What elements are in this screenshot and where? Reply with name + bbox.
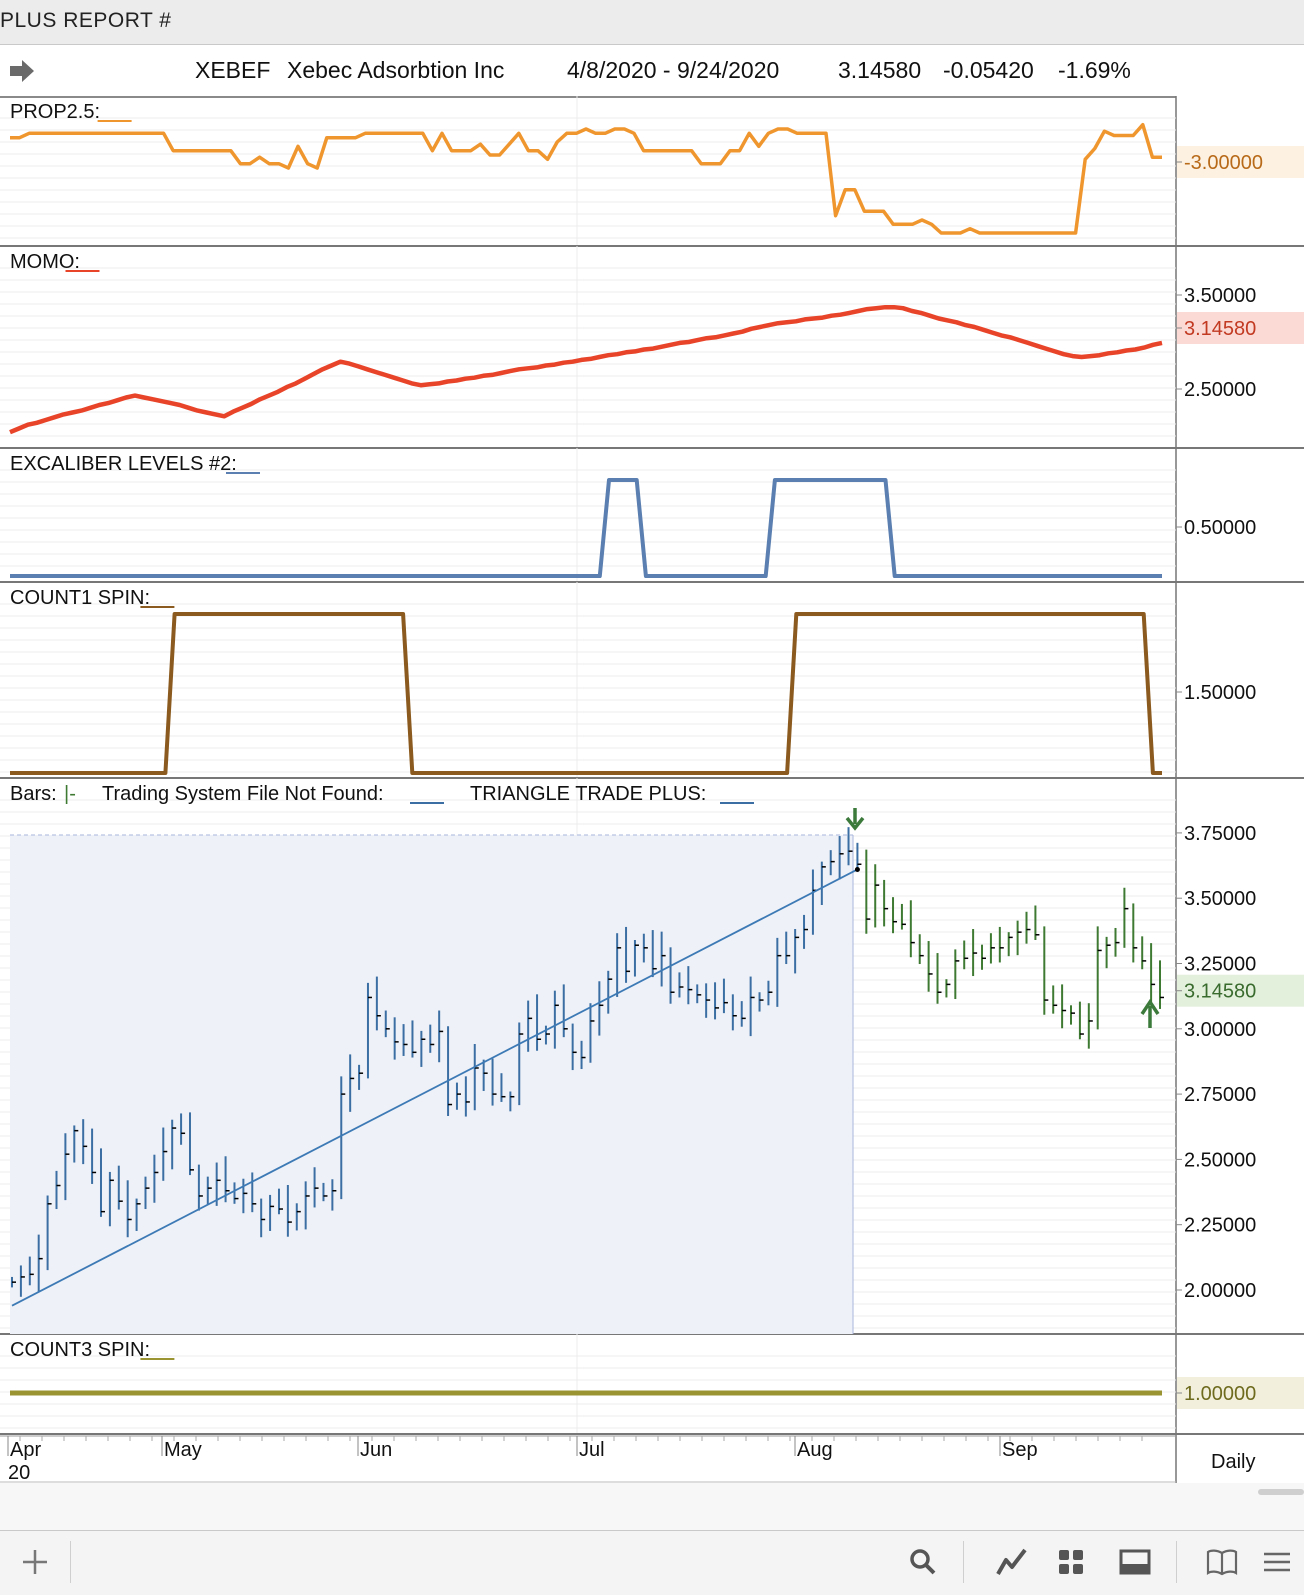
count3-last-value: 1.00000 bbox=[1184, 1383, 1256, 1405]
panel-icon[interactable] bbox=[1118, 1545, 1152, 1579]
bars-last-value-box bbox=[1177, 974, 1304, 1007]
date-range: 4/8/2020 - 9/24/2020 bbox=[567, 57, 780, 83]
momo-last-value-box bbox=[1177, 312, 1304, 344]
momo-legend-label: MOMO: bbox=[10, 251, 80, 273]
right-axis-area bbox=[1176, 96, 1304, 1530]
arrow-right-icon[interactable] bbox=[8, 58, 36, 84]
bottom-toolbar bbox=[0, 1530, 1304, 1595]
count1-line bbox=[10, 612, 1162, 775]
prop-line bbox=[10, 122, 1162, 235]
window-title: PLUS REPORT # bbox=[0, 9, 172, 32]
bars-tick: 2.00000 bbox=[1184, 1280, 1256, 1302]
momo-line bbox=[9, 304, 1163, 435]
bars-tick: 3.75000 bbox=[1184, 823, 1256, 845]
trading-system-label: Trading System File Not Found: bbox=[102, 783, 384, 805]
company-name: Xebec Adsorbtion Inc bbox=[287, 57, 505, 83]
bars-last-value: 3.14580 bbox=[1184, 981, 1256, 1003]
excaliber-line bbox=[10, 478, 1162, 578]
toolbar-divider bbox=[963, 1541, 964, 1583]
month-label-apr: Apr bbox=[10, 1439, 41, 1461]
window-titlebar: PLUS REPORT # bbox=[0, 0, 1304, 45]
count3-legend-label: COUNT3 SPIN: bbox=[10, 1339, 150, 1361]
bars-tick: 3.00000 bbox=[1184, 1019, 1256, 1041]
year-label: 20 bbox=[8, 1462, 30, 1484]
bars-legend-label: Bars: bbox=[10, 783, 57, 805]
month-label-jul: Jul bbox=[579, 1439, 605, 1461]
excaliber-legend-label: EXCALIBER LEVELS #2: bbox=[10, 453, 237, 475]
grid-icon[interactable] bbox=[1054, 1545, 1088, 1579]
momo-tick: 2.50000 bbox=[1184, 379, 1256, 401]
bars-tick: 2.50000 bbox=[1184, 1149, 1256, 1171]
price-change-pct: -1.69% bbox=[1058, 57, 1131, 83]
chart-area[interactable]: PROP2.5: -3.00000 MOMO: 3.50000 2.50000 3.145… bbox=[0, 96, 1304, 1530]
bars-tick: 3.25000 bbox=[1184, 954, 1256, 976]
toolbar-divider bbox=[1176, 1541, 1177, 1583]
bars-tick: 2.25000 bbox=[1184, 1215, 1256, 1237]
bars-tick: 3.50000 bbox=[1184, 888, 1256, 910]
horizontal-scrollbar bbox=[1258, 1489, 1304, 1495]
search-icon[interactable] bbox=[906, 1545, 940, 1579]
momo-tick: 3.50000 bbox=[1184, 285, 1256, 307]
selection-region bbox=[10, 835, 853, 1334]
bars-tick: 2.75000 bbox=[1184, 1084, 1256, 1106]
symbol-header: XEBEF Xebec Adsorbtion Inc 4/8/2020 - 9/… bbox=[0, 45, 1304, 98]
price-change: -0.05420 bbox=[943, 57, 1034, 83]
sell-arrow-icon bbox=[845, 808, 865, 831]
count1-tick: 1.50000 bbox=[1184, 682, 1256, 704]
moving-average-line bbox=[11, 868, 858, 1307]
count1-legend-label: COUNT1 SPIN: bbox=[10, 587, 150, 609]
excaliber-tick: 0.50000 bbox=[1184, 517, 1256, 539]
line-chart-icon[interactable] bbox=[995, 1545, 1029, 1579]
moving-average-point bbox=[854, 866, 860, 872]
month-label-sep: Sep bbox=[1002, 1439, 1038, 1461]
period-label: Daily bbox=[1211, 1451, 1255, 1473]
prop-legend-label: PROP2.5: bbox=[10, 101, 100, 123]
triangle-trade-label: TRIANGLE TRADE PLUS: bbox=[470, 783, 706, 805]
prop-last-value: -3.00000 bbox=[1184, 152, 1263, 174]
last-price: 3.14580 bbox=[838, 57, 922, 83]
prop-last-value-box bbox=[1177, 146, 1304, 178]
toolbar-divider bbox=[70, 1541, 71, 1583]
month-label-jun: Jun bbox=[360, 1439, 392, 1461]
month-label-aug: Aug bbox=[797, 1439, 833, 1461]
count3-last-value-box bbox=[1177, 1377, 1304, 1409]
buy-arrow-icon bbox=[1140, 998, 1160, 1028]
month-label-may: May bbox=[164, 1439, 202, 1461]
scroll-area bbox=[0, 1483, 1304, 1530]
menu-icon[interactable] bbox=[1260, 1545, 1294, 1579]
bars-legend-symbol: |- bbox=[64, 783, 76, 805]
momo-last-value: 3.14580 bbox=[1184, 318, 1256, 340]
symbol-ticker: XEBEF bbox=[195, 57, 271, 83]
book-icon[interactable] bbox=[1205, 1545, 1239, 1579]
plus-icon[interactable] bbox=[18, 1545, 52, 1579]
